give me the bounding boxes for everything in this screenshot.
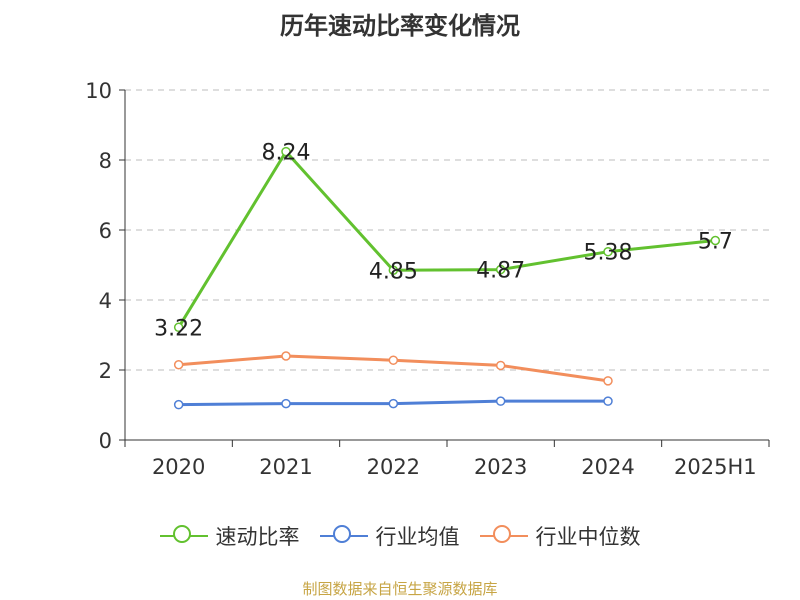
y-tick-label: 10 [85,79,112,103]
data-label: 8.24 [262,141,311,166]
data-point [603,246,613,257]
data-point [388,398,399,409]
data-label: 5.38 [584,241,633,266]
y-tick-label: 0 [99,429,112,453]
data-point [710,235,721,246]
legend-marker-icon [319,524,368,548]
y-tick-label: 8 [99,149,112,173]
series-line [177,150,716,329]
x-tick-label: 2022 [367,455,420,479]
chart-title: 历年速动比率变化情况 [280,12,520,40]
x-tick-label: 2025H1 [674,455,757,479]
data-point [281,398,291,409]
y-tick-label: 2 [99,359,112,383]
x-tick-label: 2024 [581,455,634,479]
data-label: 3.22 [154,316,203,341]
legend-item[interactable]: 行业均值 [319,521,460,551]
data-point [388,355,399,365]
data-point [173,322,184,333]
legend-label: 行业均值 [375,525,460,549]
data-point [281,146,291,157]
legend-marker-icon [159,524,208,548]
legend-label: 行业中位数 [535,525,641,549]
data-point [603,396,613,406]
legend-marker-icon [479,524,528,548]
x-tick-label: 2020 [152,455,205,479]
x-tick-label: 2021 [259,455,312,479]
data-point [388,265,399,275]
y-tick-label: 4 [99,289,112,313]
data-label: 4.85 [369,259,418,284]
legend-item[interactable]: 速动比率 [159,521,300,551]
legend-item[interactable]: 行业中位数 [479,521,641,551]
data-label: 5.7 [698,230,733,255]
y-tick-label: 6 [99,219,112,243]
data-point [495,264,506,275]
source-note: 制图数据来自恒生聚源数据库 [302,580,498,598]
chart-legend: 速动比率 行业均值 行业中位数 [0,521,800,551]
x-tick-label: 2023 [474,455,527,479]
data-point [603,376,613,386]
data-label: 4.87 [476,259,525,284]
data-point [495,360,506,371]
data-point [281,351,291,361]
legend-label: 速动比率 [215,525,300,549]
data-point [173,360,184,370]
data-point [495,396,506,406]
data-point [173,399,184,410]
